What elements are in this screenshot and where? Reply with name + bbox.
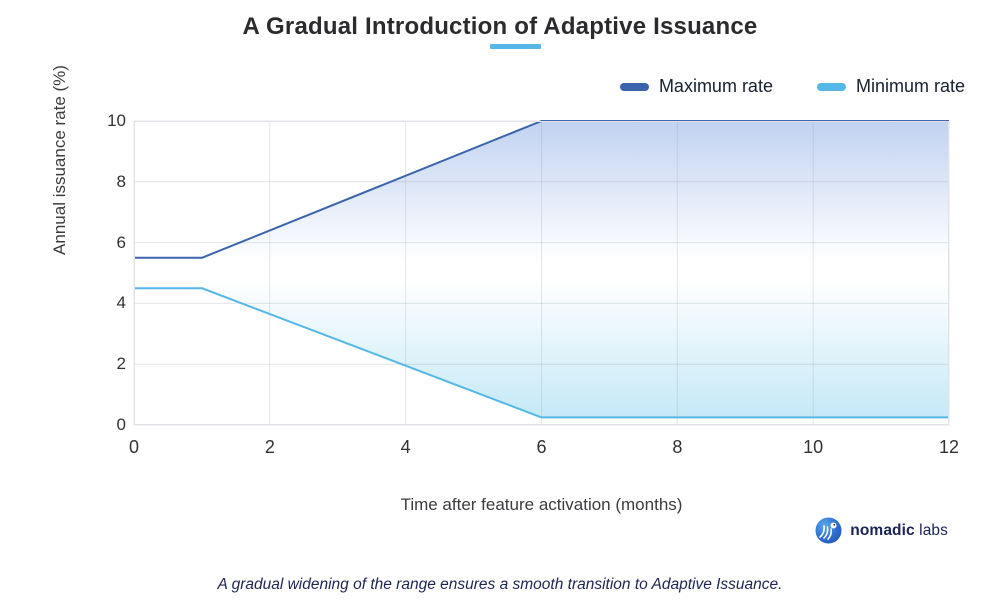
title-underline-decoration xyxy=(490,44,541,49)
y-tick-label: 0 xyxy=(116,415,126,434)
x-axis-title: Time after feature activation (months) xyxy=(400,495,683,514)
chart-title: A Gradual Introduction of Adaptive Issua… xyxy=(242,13,758,40)
legend-swatch xyxy=(619,82,649,91)
x-tick-label: 8 xyxy=(672,437,683,457)
x-tick-label: 10 xyxy=(803,437,824,457)
x-tick-label: 0 xyxy=(128,437,140,457)
brand-name-regular: labs xyxy=(919,521,948,539)
nomadic-labs-icon xyxy=(815,517,842,544)
minimum-rate-line xyxy=(134,287,949,419)
brand-name: nomadic labs xyxy=(850,522,948,540)
x-tick-label: 6 xyxy=(536,437,547,457)
x-tick-label: 12 xyxy=(938,437,960,457)
plot-area xyxy=(133,120,950,426)
legend-label: Maximum rate xyxy=(658,76,773,96)
y-tick-label: 4 xyxy=(116,293,126,313)
legend-label: Minimum rate xyxy=(855,76,965,96)
issuance-range-band xyxy=(134,121,949,418)
nomadic-labs-logo: nomadic labs xyxy=(815,517,948,544)
brand-name-bold: nomadic xyxy=(850,521,915,539)
y-tick-label: 8 xyxy=(116,171,126,191)
y-tick-label: 6 xyxy=(116,232,126,252)
legend-item: Maximum rate xyxy=(619,76,773,97)
issuance-band-chart xyxy=(133,120,950,426)
x-tick-label: 4 xyxy=(400,437,411,457)
y-tick-label: 2 xyxy=(116,354,126,374)
y-axis-title: Annual issuance rate (%) xyxy=(50,65,69,255)
x-tick-label: 2 xyxy=(264,437,275,457)
legend: Maximum rate Minimum rate xyxy=(619,76,965,97)
caption-text: A gradual widening of the range ensures … xyxy=(217,576,783,593)
legend-item: Minimum rate xyxy=(816,76,965,97)
y-tick-label: 10 xyxy=(107,111,126,130)
legend-swatch xyxy=(816,82,846,91)
